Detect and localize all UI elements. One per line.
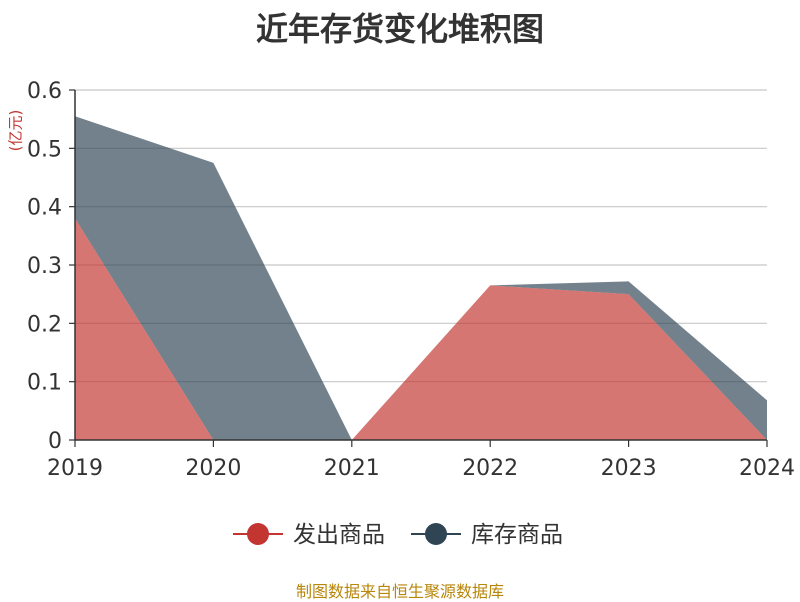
legend-item-2[interactable]: 库存商品 — [411, 522, 563, 548]
area-series-2 — [75, 116, 767, 440]
x-tick-label: 2022 — [462, 456, 518, 481]
y-tick-label: 0.1 — [27, 371, 62, 396]
area-series-1 — [75, 218, 767, 440]
y-tick-label: 0.6 — [27, 79, 62, 104]
x-tick-label: 2019 — [47, 456, 103, 481]
y-tick-label: 0.2 — [27, 312, 62, 337]
y-tick-label: 0.3 — [27, 254, 62, 279]
data-source-note: 制图数据来自恒生聚源数据库 — [295, 582, 504, 601]
chart-title: 近年存货变化堆积图 — [255, 10, 544, 48]
legend-item-1[interactable]: 发出商品 — [233, 522, 385, 548]
x-tick-label: 2020 — [185, 456, 241, 481]
legend-marker — [247, 523, 269, 545]
y-tick-label: 0.5 — [27, 137, 62, 162]
legend-label: 发出商品 — [293, 522, 385, 548]
axes: 0 0.1 0.2 0.3 0.4 0.5 0.6 2019 2020 2021 2022 2023 2… — [27, 79, 795, 481]
x-tick-label: 2021 — [324, 456, 380, 481]
legend-label: 库存商品 — [471, 522, 563, 548]
y-tick-label: 0 — [48, 429, 62, 454]
legend[interactable]: 发出商品 库存商品 — [233, 522, 563, 548]
y-tick-label: 0.4 — [27, 196, 62, 221]
area-series — [75, 116, 767, 440]
x-tick-label: 2024 — [739, 456, 795, 481]
legend-marker — [425, 523, 447, 545]
x-tick-label: 2023 — [601, 456, 657, 481]
